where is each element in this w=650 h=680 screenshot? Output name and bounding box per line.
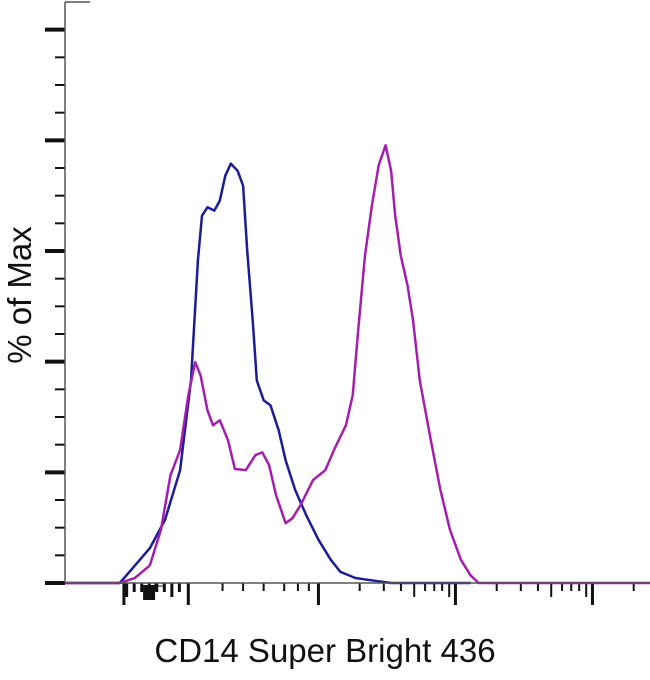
series-line-1 [65,162,471,585]
axis-ticks [45,27,635,605]
y-axis-label: % of Max [1,226,38,364]
x-axis-label: CD14 Super Bright 436 [154,632,496,669]
series-lines [65,144,650,585]
series-line-2 [65,144,650,585]
